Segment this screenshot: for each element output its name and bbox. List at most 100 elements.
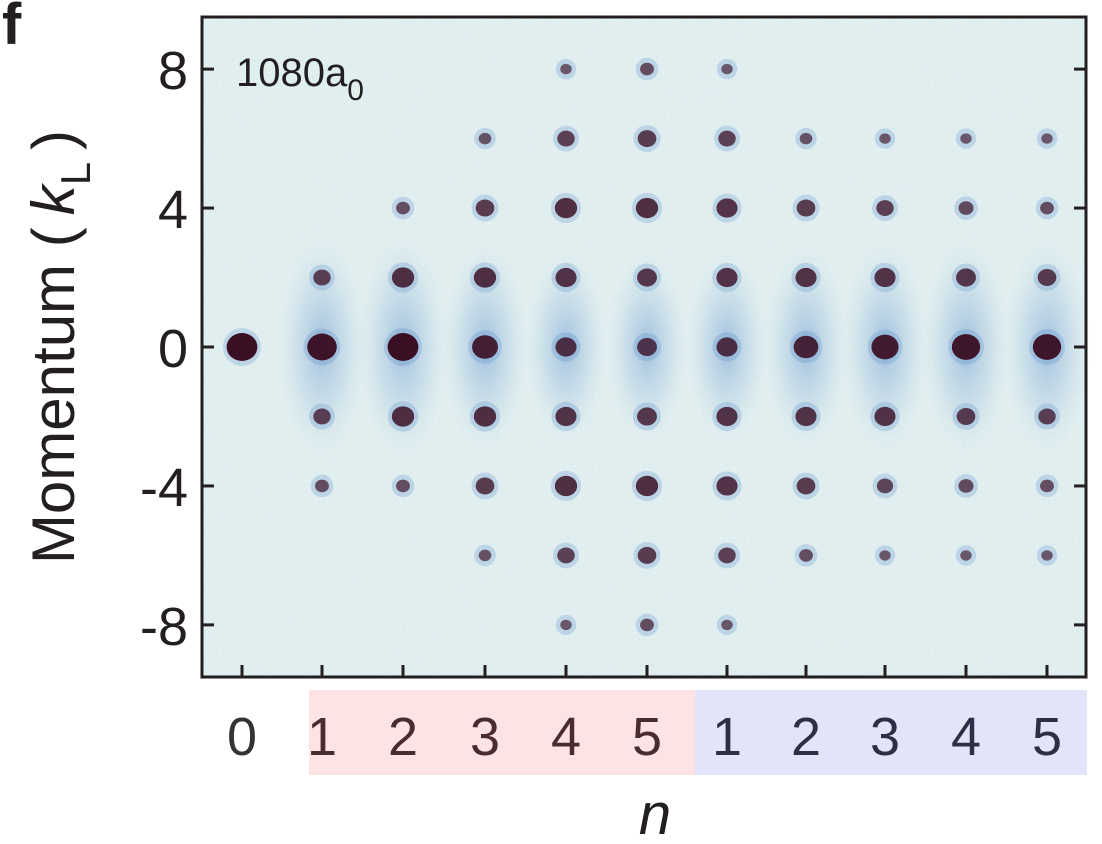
diffraction-spot <box>391 406 415 427</box>
diffraction-spot <box>475 199 495 217</box>
diffraction-spot <box>956 268 976 287</box>
diffraction-spot <box>871 334 899 360</box>
diffraction-spot <box>640 618 654 632</box>
y-axis-label-text: Momentum ( <box>20 227 87 564</box>
diffraction-spot <box>478 549 492 562</box>
y-tick-label: 0 <box>158 319 188 379</box>
diffraction-spot <box>1040 201 1054 215</box>
x-tick-label: 3 <box>870 707 900 767</box>
group-band-first <box>309 690 695 775</box>
diffraction-spot <box>874 406 896 427</box>
diffraction-spot <box>1040 479 1054 493</box>
diffraction-spot <box>313 269 331 286</box>
diffraction-spot <box>554 475 578 497</box>
x-tick-label: 4 <box>951 707 981 767</box>
y-axis-label: Momentum ( kL) <box>20 130 99 564</box>
diffraction-spot <box>557 547 575 564</box>
y-axis-label-close: ) <box>20 130 87 150</box>
diffraction-spot <box>795 267 817 288</box>
x-tick-label: 1 <box>307 707 337 767</box>
diffraction-spot <box>555 267 577 288</box>
diffraction-spot <box>635 197 659 219</box>
y-tick-label: 8 <box>158 41 188 101</box>
x-tick-label: 5 <box>1032 707 1062 767</box>
diffraction-spot <box>793 335 819 359</box>
diffraction-spot <box>716 476 738 496</box>
diffraction-spot <box>478 132 492 145</box>
diffraction-spot <box>721 63 733 75</box>
diffraction-spot <box>876 478 894 494</box>
diffraction-spot <box>1038 408 1056 425</box>
diffraction-spot <box>557 130 575 147</box>
x-tick-label: 3 <box>470 707 500 767</box>
diffraction-spots <box>226 62 1062 632</box>
x-axis-label: n <box>639 782 671 844</box>
x-tick-label: 4 <box>551 707 581 767</box>
diffraction-spot <box>796 199 816 217</box>
diffraction-spot <box>716 337 738 357</box>
diffraction-spot <box>799 549 813 562</box>
x-tick-label: 2 <box>791 707 821 767</box>
diffraction-spot <box>555 337 577 357</box>
diffraction-spot <box>560 63 572 75</box>
diffraction-spot <box>396 201 410 215</box>
diffraction-spot <box>1032 334 1062 360</box>
diffraction-spot <box>475 477 495 495</box>
diffraction-spot <box>951 334 981 360</box>
diffraction-spot <box>391 267 415 288</box>
diffraction-spot <box>799 132 813 145</box>
x-tick-label: 2 <box>388 707 418 767</box>
diffraction-spot <box>879 550 891 561</box>
diffraction-spot <box>718 130 736 147</box>
diffraction-spot <box>960 550 972 561</box>
diffraction-spot <box>956 407 976 425</box>
diffraction-spot <box>637 337 657 357</box>
diffraction-spot <box>554 197 578 219</box>
diffraction-spot <box>879 133 891 144</box>
y-axis-label-subscript: L <box>52 162 99 185</box>
diffraction-spot <box>637 130 657 148</box>
diffraction-spot <box>313 408 331 425</box>
diffraction-spot <box>716 198 738 218</box>
diffraction-spot <box>1041 133 1053 144</box>
y-axis-label-var: k <box>20 182 87 215</box>
diffraction-spot <box>637 268 657 287</box>
diffraction-spot <box>640 62 654 76</box>
diffraction-spot <box>718 547 736 564</box>
x-tick-label: 1 <box>712 707 742 767</box>
y-axis-ticks: 8 4 0 -4 -8 <box>140 41 1086 657</box>
x-tick-label: 0 <box>227 707 257 767</box>
diffraction-spot <box>307 333 337 361</box>
diffraction-spot <box>960 133 972 144</box>
diffraction-spot <box>958 201 974 215</box>
diffraction-spot <box>874 267 896 288</box>
diffraction-spot <box>473 267 497 288</box>
diffraction-spot <box>958 479 974 493</box>
diffraction-spot <box>226 333 258 361</box>
diffraction-spot <box>637 546 657 564</box>
diffraction-spot <box>555 406 577 427</box>
diffraction-spot <box>721 619 733 631</box>
interaction-strength-annotation: 1080a0 <box>236 51 364 107</box>
diffraction-spot <box>716 406 738 427</box>
group-band-second <box>695 690 1087 775</box>
diffraction-spot <box>473 406 497 427</box>
diffraction-spot <box>560 619 572 631</box>
diffraction-spot <box>396 479 410 493</box>
diffraction-spot <box>716 267 738 288</box>
diffraction-spot <box>635 475 659 497</box>
diffraction-spot <box>1041 550 1053 561</box>
annotation-subscript: 0 <box>347 74 364 107</box>
y-tick-label: -4 <box>140 458 188 518</box>
diffraction-spot <box>472 335 498 359</box>
diffraction-spot <box>796 477 816 495</box>
annotation-main: 1080a <box>236 51 348 95</box>
diffraction-spot <box>876 200 894 217</box>
y-tick-label: -8 <box>140 597 188 657</box>
panel-label: f <box>2 0 22 57</box>
diffraction-spot <box>387 333 419 361</box>
diffraction-spot <box>795 406 817 427</box>
diffraction-spot <box>315 479 329 493</box>
